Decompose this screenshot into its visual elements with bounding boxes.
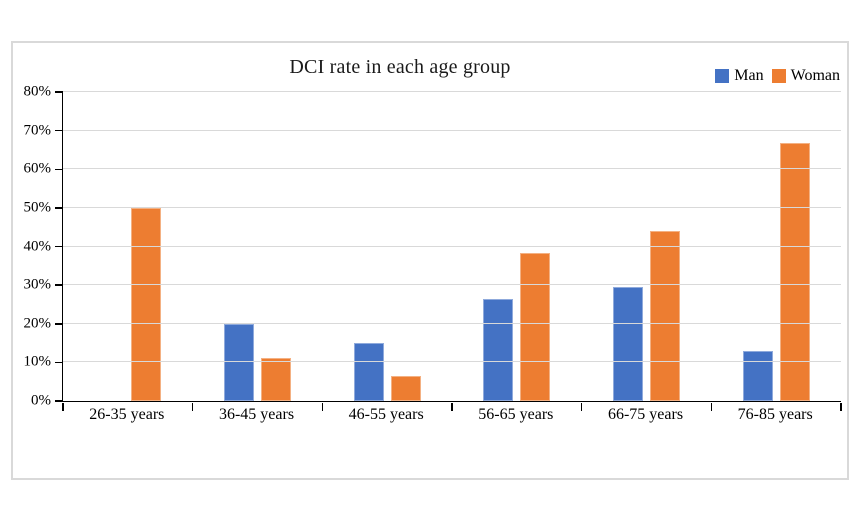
plot-area: 0% 10% 20% 30% 40% 50% 60% 70% 80% (24, 84, 842, 411)
bars-row (63, 92, 841, 401)
legend-label-woman: Woman (790, 67, 840, 84)
bar-woman-66-75-years (650, 230, 681, 401)
bar-group-46-55-years (322, 92, 452, 401)
gridline-30 (63, 284, 841, 286)
x-axis-tick-0 (62, 402, 64, 411)
x-axis-tick-2 (321, 402, 324, 411)
x-axis-tick-5 (710, 402, 713, 411)
bar-group-56-65-years (452, 92, 582, 401)
legend-item-woman: Woman (771, 67, 840, 85)
chart-frame: DCI rate in each age group Man Woman 0% 1… (11, 41, 849, 480)
bar-man-56-65-years (483, 299, 514, 401)
gridline-20 (63, 322, 841, 324)
x-axis-tick-3 (451, 402, 453, 411)
x-axis-tick-6 (840, 402, 842, 411)
y-axis-tick-0 (55, 400, 63, 402)
bar-group-76-85-years (711, 92, 841, 401)
x-axis-label-56-65-years: 56-65 years (478, 406, 554, 423)
bar-woman-56-65-years (520, 253, 551, 401)
gridline-60 (63, 168, 841, 170)
x-axis-label-46-55-years: 46-55 years (348, 406, 424, 423)
bar-man-66-75-years (613, 287, 644, 401)
y-axis-label-30: 30% (23, 276, 52, 293)
y-axis-label-80: 80% (23, 83, 52, 100)
bar-man-46-55-years (353, 343, 384, 401)
y-axis-tick-50 (55, 207, 63, 209)
x-axis-label-76-85-years: 76-85 years (737, 406, 813, 423)
legend-item-man: Man (715, 67, 764, 85)
legend-swatch-woman-icon (771, 69, 786, 83)
bar-woman-36-45-years (261, 358, 291, 401)
x-axis-label-26-35-years: 26-35 years (89, 406, 165, 423)
legend-label-man: Man (734, 67, 764, 84)
y-axis-label-20: 20% (23, 315, 52, 332)
x-axis-label-66-75-years: 66-75 years (607, 406, 684, 423)
legend: Man Woman (715, 67, 840, 85)
x-axis-tick-4 (580, 402, 583, 411)
gridline-40 (63, 245, 841, 247)
bar-woman-76-85-years (779, 143, 810, 401)
x-axis-labels: 26-35 years 36-45 years 46-55 years 56-65 y… (62, 406, 840, 424)
legend-swatch-man-icon (715, 69, 730, 83)
x-axis-label-36-45-years: 36-45 years (218, 406, 295, 423)
chart-title: DCI rate in each age group (289, 56, 511, 78)
y-axis-tick-40 (55, 245, 63, 248)
bar-woman-26-35-years (131, 207, 162, 401)
y-axis-tick-70 (55, 129, 63, 132)
gridline-70 (63, 129, 841, 131)
y-axis-tick-30 (55, 284, 63, 286)
y-axis-label-0: 0% (31, 392, 51, 409)
y-axis-tick-20 (55, 323, 63, 325)
y-axis-label-70: 70% (23, 122, 52, 139)
x-axis-tick-1 (191, 402, 194, 411)
y-axis-tick-60 (55, 168, 63, 170)
gridline-50 (63, 206, 841, 208)
y-axis-tick-10 (55, 361, 63, 364)
bar-group-66-75-years (582, 92, 712, 401)
bar-group-26-35-years (63, 92, 193, 401)
y-axis-tick-80 (55, 91, 63, 93)
bar-group-36-45-years (193, 92, 323, 401)
y-axis-label-40: 40% (23, 238, 52, 254)
bar-woman-46-55-years (390, 376, 421, 401)
bar-man-36-45-years (224, 323, 254, 401)
bar-man-76-85-years (742, 350, 773, 401)
gridline-10 (63, 361, 841, 363)
gridline-80 (63, 91, 841, 92)
y-axis-label-50: 50% (23, 199, 52, 216)
y-axis-label-10: 10% (23, 353, 52, 370)
y-axis-label-60: 60% (23, 160, 52, 177)
